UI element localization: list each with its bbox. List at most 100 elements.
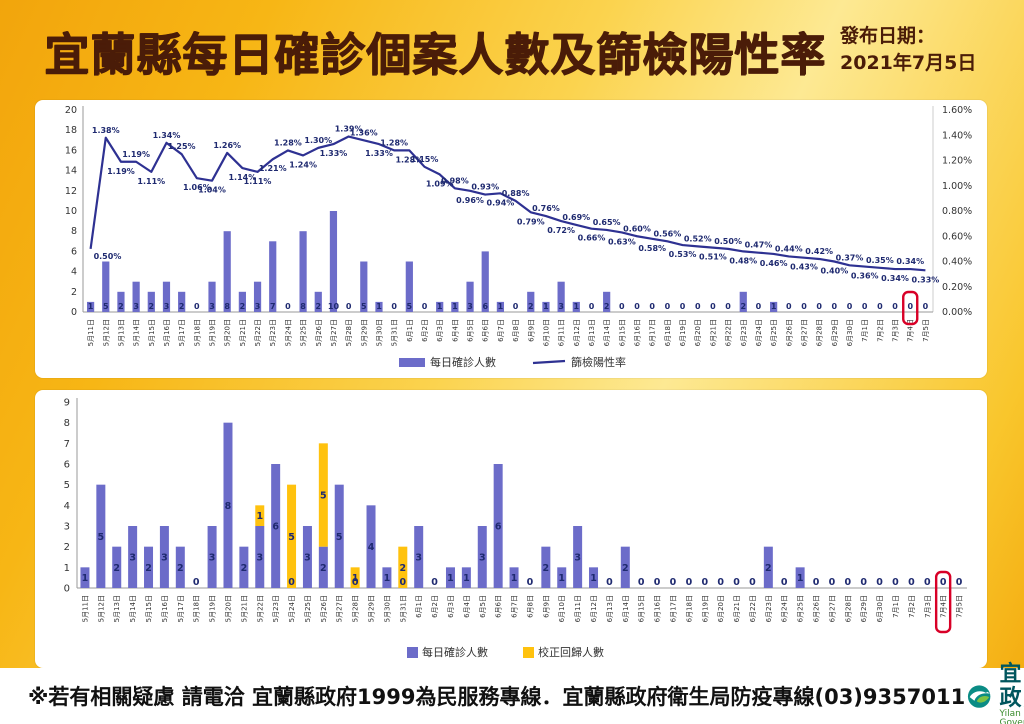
left-axis-tick: 0 (71, 307, 77, 318)
x-axis-date-label: 6月22日 (749, 595, 757, 622)
bar-value-label: 0 (513, 302, 519, 311)
right-axis-tick: 0.60% (942, 231, 972, 242)
daily-case-bar (314, 291, 322, 312)
daily-case-bar (405, 261, 413, 312)
x-axis-date-label: 6月17日 (669, 595, 677, 622)
bar-value-label: 0 (695, 302, 701, 311)
x-axis-date-label: 6月3日 (447, 595, 455, 618)
right-axis-tick: 1.00% (942, 181, 972, 192)
daily-case-bar (269, 241, 277, 312)
x-axis-date-label: 6月9日 (527, 319, 535, 342)
daily-case-bar (481, 251, 489, 312)
positivity-rate-label: 1.28% (395, 155, 423, 164)
daily-case-bar (542, 301, 550, 312)
x-axis-date-label: 5月26日 (320, 595, 328, 622)
bar-value-label: 7 (270, 302, 276, 311)
positivity-rate-label: 1.36% (350, 128, 378, 137)
positivity-rate-label: 1.06% (183, 183, 211, 192)
bar-value-label: 2 (528, 302, 534, 311)
positivity-rate-label: 1.15% (411, 155, 439, 164)
positivity-rate-label: 1.34% (153, 131, 181, 140)
x-axis-date-label: 5月24日 (288, 595, 296, 622)
x-axis-date-label: 7月2日 (908, 595, 916, 618)
bar-value-label: 0 (756, 302, 762, 311)
corrected-cases-chart: 0 1 2 3 4 5 6 7 8 9 1 5月11日 5 5月12日 2 5月13日 3 5月14日 2 5月15日… (35, 390, 987, 672)
x-axis-date-label: 7月3日 (892, 319, 900, 342)
positivity-rate-label: 1.11% (244, 177, 272, 186)
positivity-rate-label: 1.33% (365, 149, 393, 158)
corrected-case-bar (287, 484, 297, 588)
x-axis-date-label: 6月25日 (770, 319, 778, 346)
x-axis-date-label: 6月18日 (664, 319, 672, 346)
bar-value-label: 1 (384, 573, 391, 584)
chart-panel-daily-cases-positivity: 0 2 4 6 8 10 12 14 16 18 20 0.00% 0.20% 0.40% 0.60% 0.8… (35, 100, 987, 378)
positivity-rate-label: 0.52% (684, 234, 712, 243)
x-axis-date-label: 6月6日 (495, 595, 503, 618)
logo-subtitle: Yilan County Government (999, 708, 1024, 724)
legend-yellow-label: 校正回歸人數 (538, 645, 604, 659)
x-axis-date-label: 6月3日 (436, 319, 444, 342)
bar-value-label: 2 (315, 302, 321, 311)
bar-value-label: 0 (940, 577, 947, 588)
positivity-rate-label: 1.09% (426, 179, 454, 188)
bar-value-label: 0 (816, 302, 822, 311)
bar-value-label: 0 (710, 302, 716, 311)
positivity-rate-line (89, 135, 926, 272)
x-axis-date-label: 6月10日 (558, 595, 566, 622)
x-axis-date-label: 6月13日 (588, 319, 596, 346)
chart-panel-corrected-cases: 0 1 2 3 4 5 6 7 8 9 1 5月11日 5 5月12日 2 5月13日 3 5月14日 2 5月15日… (35, 390, 987, 668)
daily-case-bar (493, 464, 503, 588)
x-axis-date-label: 5月12日 (102, 319, 110, 346)
daily-case-bar (414, 526, 424, 588)
daily-case-bar (466, 281, 474, 312)
bar-value-label: 8 (225, 501, 232, 512)
bar-value-label: 3 (161, 553, 168, 564)
bar-value-label: 0 (352, 577, 359, 588)
positivity-rate-label: 0.34% (881, 274, 909, 283)
positivity-rate-label: 0.88% (502, 189, 530, 198)
bar-value-label: 0 (680, 302, 686, 311)
corrected-value-label: 2 (399, 563, 406, 574)
x-axis-date-label: 6月22日 (725, 319, 733, 346)
left-axis-tick: 5 (64, 480, 70, 491)
bar-value-label: 3 (467, 302, 473, 311)
bar-value-label: 0 (860, 577, 867, 588)
daily-case-bar (96, 484, 106, 588)
x-axis-date-label: 6月13日 (606, 595, 614, 622)
x-axis-date-label: 5月18日 (193, 319, 201, 346)
x-axis-date-label: 7月1日 (861, 319, 869, 342)
bar-value-label: 0 (422, 302, 428, 311)
corrected-case-bar (398, 546, 408, 588)
bar-value-label: 2 (740, 302, 746, 311)
x-axis-date-label: 5月20日 (224, 595, 232, 622)
bar-value-label: 0 (877, 302, 883, 311)
x-axis-date-label: 7月5日 (922, 319, 930, 342)
daily-case-bar (132, 281, 140, 312)
corrected-case-bar (350, 567, 360, 588)
bar-value-label: 1 (376, 302, 382, 311)
positivity-rate-label: 1.19% (122, 150, 150, 159)
x-axis-date-label: 5月22日 (256, 595, 264, 622)
top-chart-svg: 024681012141618200.00%0.20%0.40%0.60%0.8… (65, 105, 972, 369)
x-axis-date-label: 5月15日 (148, 319, 156, 346)
x-axis-date-label: 6月19日 (679, 319, 687, 346)
bar-value-label: 3 (256, 553, 263, 564)
bar-value-label: 0 (801, 302, 807, 311)
positivity-rate-label: 0.66% (578, 234, 606, 243)
positivity-rate-label: 0.93% (471, 183, 499, 192)
bar-value-label: 0 (844, 577, 851, 588)
x-axis-date-label: 6月20日 (717, 595, 725, 622)
x-axis-date-label: 7月4日 (940, 595, 948, 618)
x-axis-date-label: 5月13日 (117, 319, 125, 346)
publish-date-block: 發布日期： 2021年7月5日 (840, 23, 976, 76)
bar-value-label: 0 (606, 577, 613, 588)
bar-value-label: 2 (240, 302, 246, 311)
x-axis-date-label: 5月26日 (315, 319, 323, 346)
daily-case-bar (557, 567, 567, 588)
bar-value-label: 0 (786, 302, 792, 311)
bar-value-label: 0 (876, 577, 883, 588)
x-axis-date-label: 5月16日 (161, 595, 169, 622)
logo-text: 宜蘭縣政府 Yilan County Government (999, 663, 1024, 724)
yilan-county-logo: 宜蘭縣政府 Yilan County Government (965, 663, 1024, 724)
x-axis-date-label: 5月30日 (375, 319, 383, 346)
